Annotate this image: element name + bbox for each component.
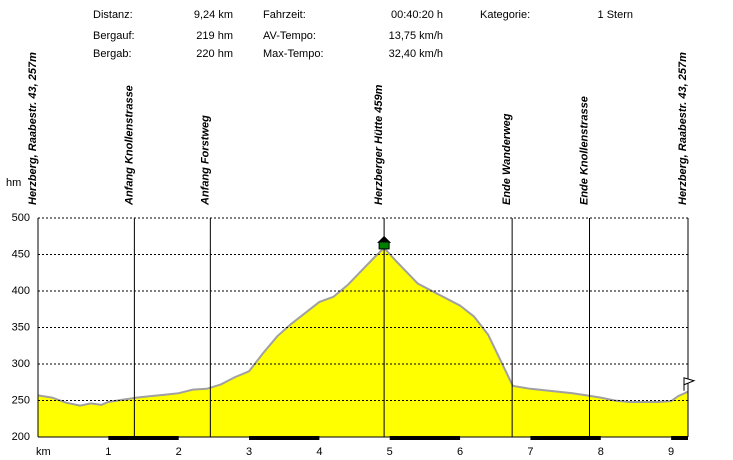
waypoint-label: Ende Wanderweg [501, 113, 513, 205]
x-tick-label: 3 [246, 446, 252, 458]
summit-house [378, 241, 390, 250]
stat-value: 9,24 km [194, 9, 233, 21]
stat-label: Bergab: [93, 48, 132, 60]
stat-label: Fahrzeit: [263, 9, 306, 21]
x-tick-label: 2 [176, 446, 182, 458]
y-tick-label: 200 [12, 431, 30, 443]
waypoint-label: Anfang Forstweg [199, 115, 211, 206]
waypoint-label: Ende Knollenstrasse [578, 96, 590, 205]
stat-value: 1 Stern [598, 9, 633, 21]
stat-value: 219 hm [196, 30, 233, 42]
y-tick-label: 350 [12, 321, 30, 333]
x-tick-label: 8 [598, 446, 604, 458]
x-tick-label: 9 [668, 446, 674, 458]
x-tick-label: 1 [105, 446, 111, 458]
scale-segment [530, 436, 601, 440]
waypoint-label: Herzberg, Raabestr. 43, 257m [677, 52, 689, 205]
stat-label: Distanz: [93, 9, 133, 21]
stat-label: Bergauf: [93, 30, 135, 42]
scale-segment [108, 436, 179, 440]
scale-segment [249, 436, 320, 440]
x-tick-label: 4 [316, 446, 322, 458]
x-tick-label: 7 [527, 446, 533, 458]
stat-value: 220 hm [196, 48, 233, 60]
elevation-area [38, 247, 688, 437]
scale-segment [671, 436, 688, 440]
y-tick-label: 450 [12, 248, 30, 260]
waypoint-label: Anfang Knollenstrasse [123, 85, 135, 206]
stat-value: 13,75 km/h [389, 30, 443, 42]
y-tick-label: 500 [12, 212, 30, 224]
stat-value: 00:40:20 h [391, 9, 443, 21]
waypoint-label: Herzberger Hütte 459m [373, 84, 385, 205]
stat-label: Max-Tempo: [263, 48, 324, 60]
stat-label: AV-Tempo: [263, 30, 316, 42]
stat-value: 32,40 km/h [389, 48, 443, 60]
x-tick-label: 6 [457, 446, 463, 458]
x-tick-label: 5 [387, 446, 393, 458]
finish-flag [683, 377, 696, 391]
summit-roof [377, 235, 392, 243]
x-axis-label: km [36, 446, 51, 458]
y-tick-label: 250 [12, 394, 30, 406]
scale-segment [389, 436, 461, 440]
y-tick-label: 400 [12, 285, 30, 297]
y-tick-label: 300 [12, 358, 30, 370]
stat-label: Kategorie: [480, 9, 530, 21]
waypoint-label: Herzberg, Raabestr. 43, 257m [27, 52, 39, 205]
y-axis-label: hm [6, 177, 21, 189]
